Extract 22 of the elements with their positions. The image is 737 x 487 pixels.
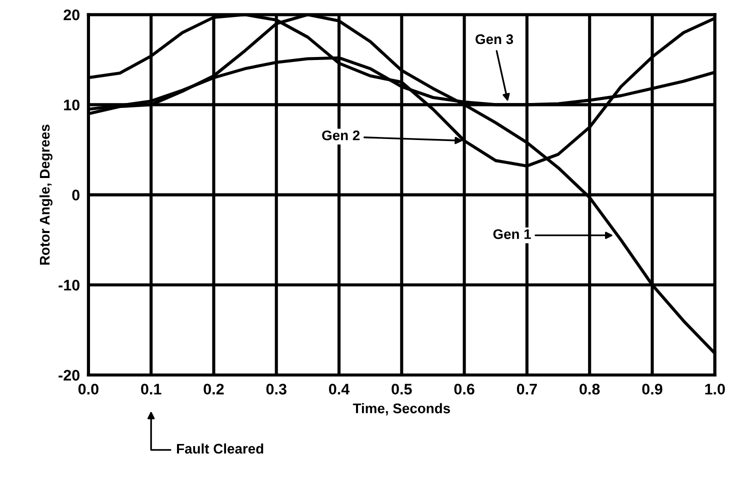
- x-tick-label: 0.2: [204, 384, 224, 395]
- text: Fault Cleared: [177, 443, 264, 454]
- x-axis-title: Time, Seconds: [352, 403, 450, 416]
- y-tick-label: 0: [72, 190, 80, 200]
- x-tick-label: 0.3: [266, 384, 286, 395]
- y-tick-label: -20: [58, 370, 80, 381]
- y-tick-label: -10: [58, 280, 80, 291]
- x-tick-label: 1.0: [705, 384, 725, 395]
- x-tick-label: 0.6: [454, 384, 474, 395]
- x-tick-label: 0.7: [516, 384, 537, 395]
- y-tick-label: 10: [64, 100, 80, 110]
- x-tick-label: 0.4: [329, 384, 350, 395]
- y-axis-title: Rotor Angle, Degrees: [39, 124, 52, 265]
- x-tick-label: 0.8: [580, 384, 600, 395]
- annotation: Gen 2: [322, 130, 360, 140]
- annotation: Gen 3: [476, 34, 514, 44]
- x-tick-label: 0.0: [78, 384, 98, 395]
- x-tick-label: 0.9: [642, 384, 662, 395]
- y-tick-label: 20: [64, 9, 80, 20]
- x-tick-label: 0.5: [392, 384, 412, 395]
- x-tick-label: 0.1: [141, 384, 162, 395]
- annotation: Gen 1: [493, 229, 531, 240]
